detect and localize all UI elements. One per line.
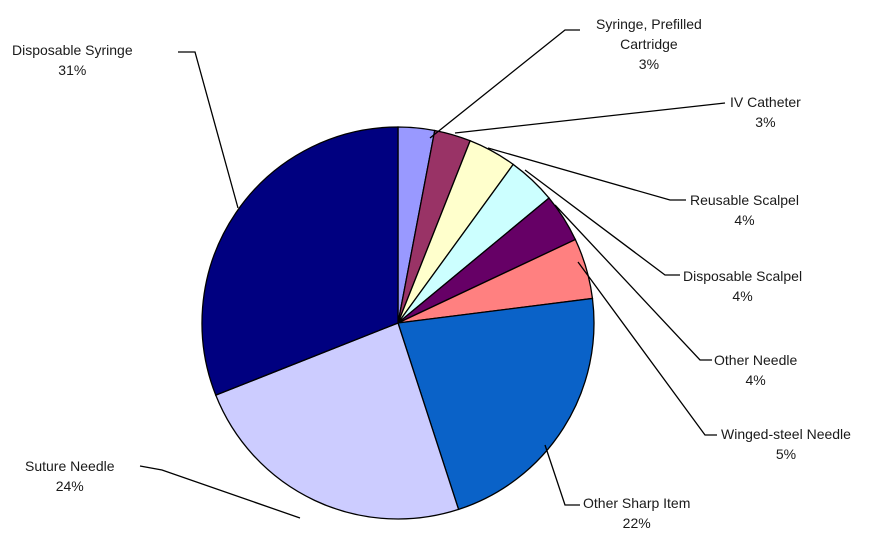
- slice-name: Reusable Scalpel: [690, 192, 799, 208]
- slice-percent: 4%: [745, 372, 766, 388]
- label-winged-steel-needle: Winged-steel Needle 5%: [721, 424, 851, 464]
- slice-percent: 3%: [638, 56, 660, 72]
- pie-slice-disposable-syringe: [201, 126, 399, 396]
- leader-line-disposable-syringe: [178, 51, 239, 209]
- slice-percent: 4%: [734, 212, 755, 228]
- leader-line-reusable-scalpel: [487, 147, 686, 201]
- slices-group: [201, 126, 595, 520]
- slice-percent: 5%: [775, 446, 797, 462]
- slice-name: Syringe, Prefilled: [596, 16, 702, 32]
- slice-name: IV Catheter: [730, 94, 801, 110]
- label-iv-catheter: IV Catheter 3%: [730, 92, 801, 132]
- slice-percent: 31%: [58, 62, 87, 78]
- slice-percent: 3%: [755, 114, 776, 130]
- leader-line-iv-catheter: [454, 102, 726, 134]
- slice-name: Other Sharp Item: [583, 495, 691, 511]
- leader-line-winged-steel-needle: [577, 261, 717, 436]
- label-other-sharp-item: Other Sharp Item 22%: [583, 493, 690, 533]
- slice-name: Winged-steel Needle: [721, 426, 851, 442]
- leader-line-disposable-scalpel: [524, 169, 680, 276]
- slice-name: Disposable Syringe: [12, 42, 133, 58]
- slice-name: Suture Needle: [25, 458, 115, 474]
- label-disposable-syringe: Disposable Syringe 31%: [12, 40, 133, 80]
- slice-percent: 22%: [622, 515, 651, 531]
- slice-name: Cartridge: [620, 36, 678, 52]
- label-other-needle: Other Needle 4%: [714, 350, 797, 390]
- slice-name: Disposable Scalpel: [683, 268, 803, 284]
- slice-name: Other Needle: [714, 352, 798, 368]
- pie-slice-suture-needle: [214, 322, 460, 520]
- leader-line-suture-needle: [139, 465, 301, 519]
- slice-percent: 24%: [55, 478, 84, 494]
- slice-percent: 4%: [732, 288, 753, 304]
- leader-lines-group: [139, 29, 726, 519]
- label-syringe-prefilled-cartridge: Syringe, Prefilled Cartridge 3%: [596, 14, 702, 74]
- leader-line-syringe-prefilled-cartridge: [429, 29, 580, 139]
- label-suture-needle: Suture Needle 24%: [25, 456, 115, 496]
- pie-slice-other-sharp-item: [397, 297, 595, 511]
- leader-line-other-sharp-item: [544, 444, 580, 506]
- leader-line-other-needle: [554, 204, 712, 361]
- label-reusable-scalpel: Reusable Scalpel 4%: [690, 190, 799, 230]
- label-disposable-scalpel: Disposable Scalpel 4%: [683, 266, 802, 306]
